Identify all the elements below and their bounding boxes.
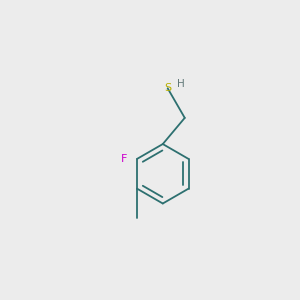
Text: H: H: [177, 79, 185, 89]
Text: F: F: [122, 154, 128, 164]
Text: S: S: [164, 83, 171, 93]
